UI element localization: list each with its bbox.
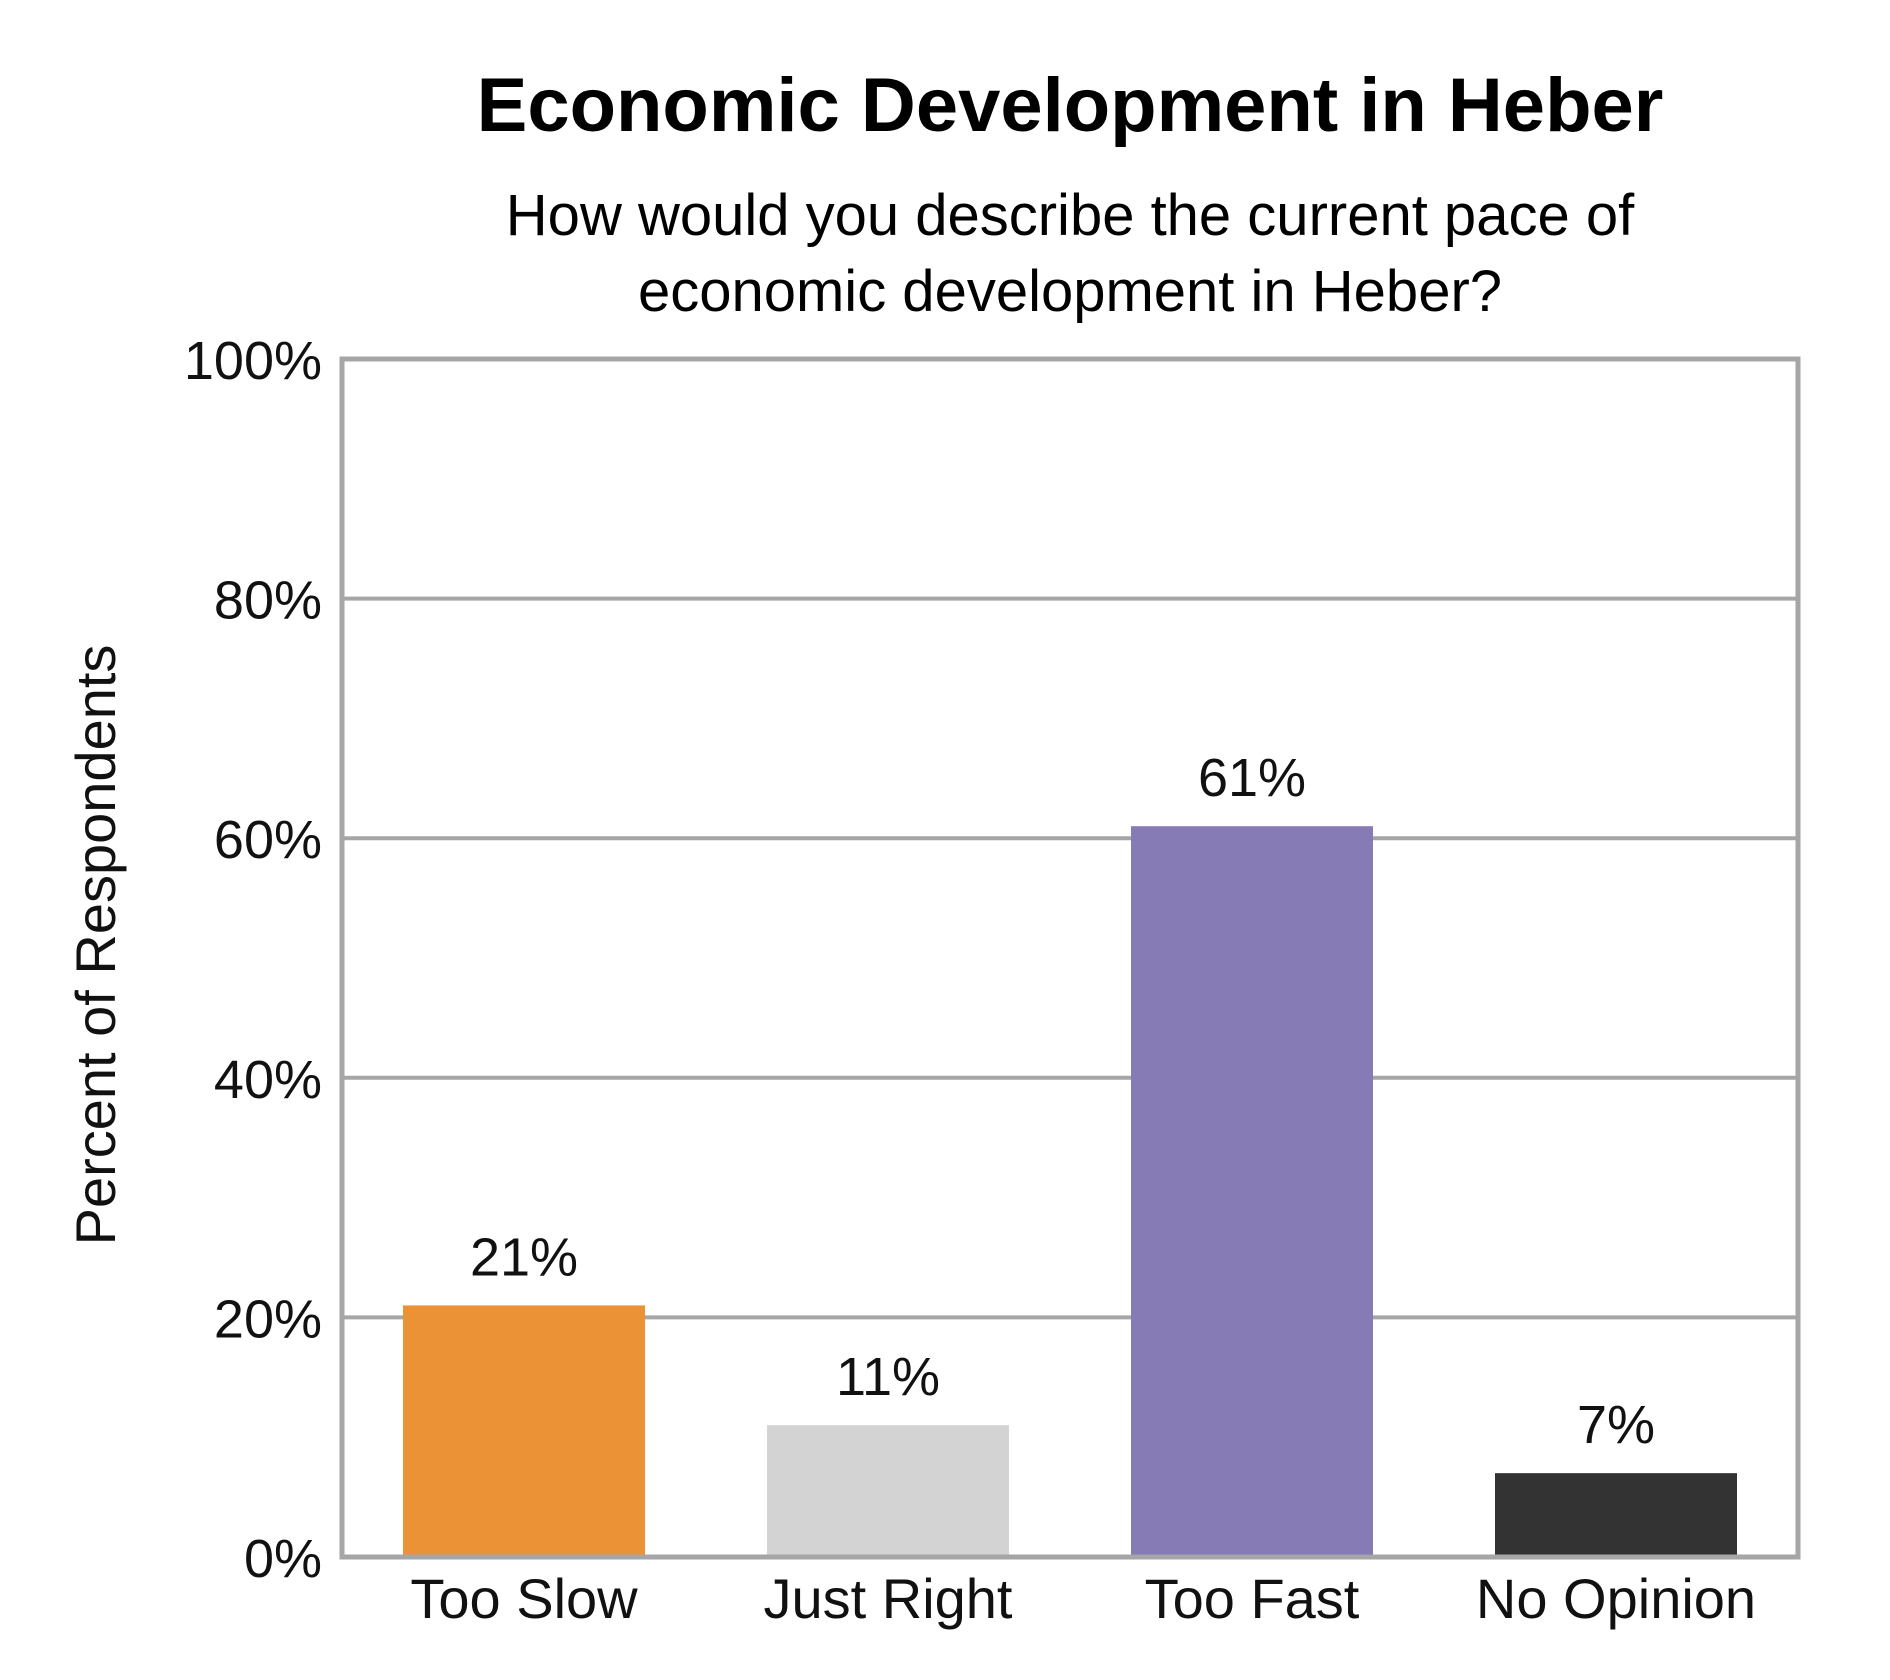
x-tick-label: No Opinion [1476, 1567, 1756, 1630]
y-tick-label: 40% [214, 1050, 322, 1110]
data-label: 11% [836, 1347, 940, 1407]
x-tick-label: Too Slow [410, 1567, 638, 1630]
data-label: 61% [1198, 748, 1306, 808]
y-tick-label: 60% [214, 810, 322, 870]
bar [1495, 1473, 1737, 1557]
bars [403, 826, 1737, 1557]
chart-subtitle: How would you describe the current pace … [505, 183, 1635, 324]
data-labels: 21% 11% 61% 7% [470, 748, 1655, 1455]
y-tick-label: 20% [214, 1289, 322, 1349]
x-tick-label: Too Fast [1145, 1567, 1360, 1630]
y-tick-label: 100% [184, 331, 322, 391]
y-axis-label: Percent of Respondents [64, 645, 127, 1246]
x-axis-ticks: Too Slow Just Right Too Fast No Opinion [410, 1567, 1756, 1630]
x-tick-label: Just Right [764, 1567, 1013, 1630]
bar [1131, 826, 1373, 1557]
bar [767, 1425, 1009, 1557]
chart-title: Economic Development in Heber [476, 63, 1664, 148]
y-tick-label: 80% [214, 571, 322, 631]
y-tick-label: 0% [244, 1529, 322, 1589]
data-label: 21% [470, 1227, 578, 1287]
y-axis-ticks: 0% 20% 40% 60% 80% 100% [184, 331, 322, 1589]
data-label: 7% [1577, 1395, 1655, 1455]
gridlines [342, 596, 1798, 1320]
plot-area-frame [339, 356, 1801, 1560]
bar [403, 1305, 645, 1557]
